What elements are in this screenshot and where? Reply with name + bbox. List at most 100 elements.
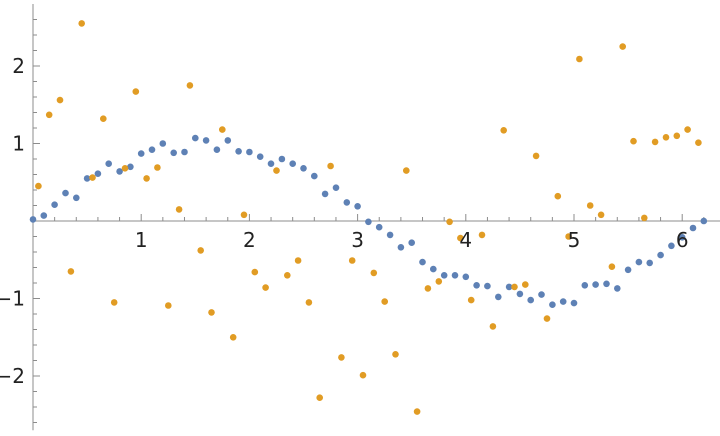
series-2-point xyxy=(619,43,626,50)
series-2-point xyxy=(154,164,161,171)
series-1-point xyxy=(40,212,48,219)
series-2-point xyxy=(67,268,75,275)
series-1-point xyxy=(62,189,69,197)
series-1-point xyxy=(451,272,459,279)
series-2-point xyxy=(597,211,605,219)
x-tick-label: 2 xyxy=(243,228,256,252)
series-2-point xyxy=(45,111,53,119)
series-1-point xyxy=(51,201,58,208)
series-1-point xyxy=(73,194,80,202)
series-2-point xyxy=(197,247,204,254)
series-2-point xyxy=(489,323,497,330)
x-tick-label: 4 xyxy=(459,228,472,252)
series-1-point xyxy=(213,146,221,153)
series-1-point xyxy=(332,184,340,191)
series-2-point xyxy=(554,192,562,200)
series-1-point xyxy=(202,137,210,144)
series-1-point xyxy=(484,282,491,290)
series-2-point xyxy=(381,298,389,305)
x-tick-label: 1 xyxy=(135,228,148,252)
series-1-point xyxy=(94,170,102,177)
series-2-point xyxy=(294,257,302,264)
series-2-point xyxy=(110,299,118,306)
series-2-point xyxy=(186,82,194,89)
series-2-point xyxy=(78,20,85,27)
series-1-point xyxy=(559,298,567,305)
series-2-point xyxy=(251,268,259,276)
series-1-point xyxy=(224,137,232,144)
series-2-point xyxy=(435,278,443,285)
x-tick-label: 3 xyxy=(351,228,364,252)
series-2-point xyxy=(284,272,291,279)
series-2-point xyxy=(165,302,172,309)
series-1-point xyxy=(354,203,361,210)
series-1-point xyxy=(408,239,416,246)
series-2-point xyxy=(89,174,96,181)
series-1-point xyxy=(137,150,145,157)
series-2-point xyxy=(305,299,313,306)
series-1-point xyxy=(105,160,112,167)
y-tick-label: −2 xyxy=(0,364,25,388)
series-2-point xyxy=(500,127,508,134)
series-1-point xyxy=(148,146,156,153)
series-1-point xyxy=(678,234,686,241)
series-1-point xyxy=(159,140,167,147)
series-1-point xyxy=(289,160,297,167)
series-2-point xyxy=(586,202,594,209)
series-2-point xyxy=(684,126,691,133)
series-1-point xyxy=(127,163,134,171)
series-1-point xyxy=(527,296,534,304)
series-2-point xyxy=(56,96,64,104)
y-tick-label: −1 xyxy=(0,287,25,311)
series-1-point xyxy=(624,266,632,274)
series-1-point xyxy=(300,165,307,172)
series-1-point xyxy=(462,273,470,281)
series-1-point xyxy=(83,175,91,182)
series-1-point xyxy=(700,217,708,225)
series-1-point xyxy=(375,223,383,231)
series-1-point xyxy=(538,291,545,298)
series-1-point xyxy=(365,218,372,226)
series-2-point xyxy=(316,394,324,402)
series-1-point xyxy=(235,148,242,155)
series-2-point xyxy=(175,206,183,213)
series-1-point xyxy=(430,265,437,273)
series-2-point xyxy=(673,132,681,140)
series-2-point xyxy=(143,175,150,182)
series-2-point xyxy=(608,263,616,271)
series-2-point xyxy=(695,139,702,146)
series-2-point xyxy=(532,152,540,160)
series-2-point xyxy=(446,218,453,226)
series-1-point xyxy=(570,299,578,307)
series-1-point xyxy=(397,244,405,251)
series-1-point xyxy=(689,224,697,232)
series-2-point xyxy=(641,214,648,222)
y-tick-label: 2 xyxy=(12,54,25,78)
series-2-point xyxy=(35,182,42,190)
series-1-point xyxy=(668,242,675,250)
series-2-point xyxy=(576,55,583,63)
series-2-point xyxy=(424,285,432,292)
series-1-point xyxy=(311,172,318,180)
series-2-point xyxy=(273,167,280,174)
series-1-point xyxy=(635,258,643,266)
series-1-point xyxy=(116,168,123,175)
series-2-point xyxy=(662,134,670,141)
series-1-point xyxy=(278,155,286,163)
series-2-point xyxy=(338,354,345,361)
series-1-point xyxy=(267,160,275,167)
series-2-point xyxy=(359,371,367,379)
tick-labels: 1 2 3 4 5 6 −2 −1 1 2 xyxy=(0,54,689,388)
series-2-point xyxy=(403,167,410,174)
series-1-point xyxy=(440,272,448,279)
series-2-point xyxy=(229,334,237,341)
series-2-point xyxy=(348,257,356,264)
series-1-point xyxy=(505,283,513,291)
series-2-point xyxy=(522,281,529,288)
series-1-point xyxy=(603,280,610,288)
series-1-point xyxy=(29,216,37,223)
series-1-point xyxy=(549,301,556,309)
series-1-point xyxy=(473,282,480,289)
x-tick-label: 6 xyxy=(676,228,689,252)
